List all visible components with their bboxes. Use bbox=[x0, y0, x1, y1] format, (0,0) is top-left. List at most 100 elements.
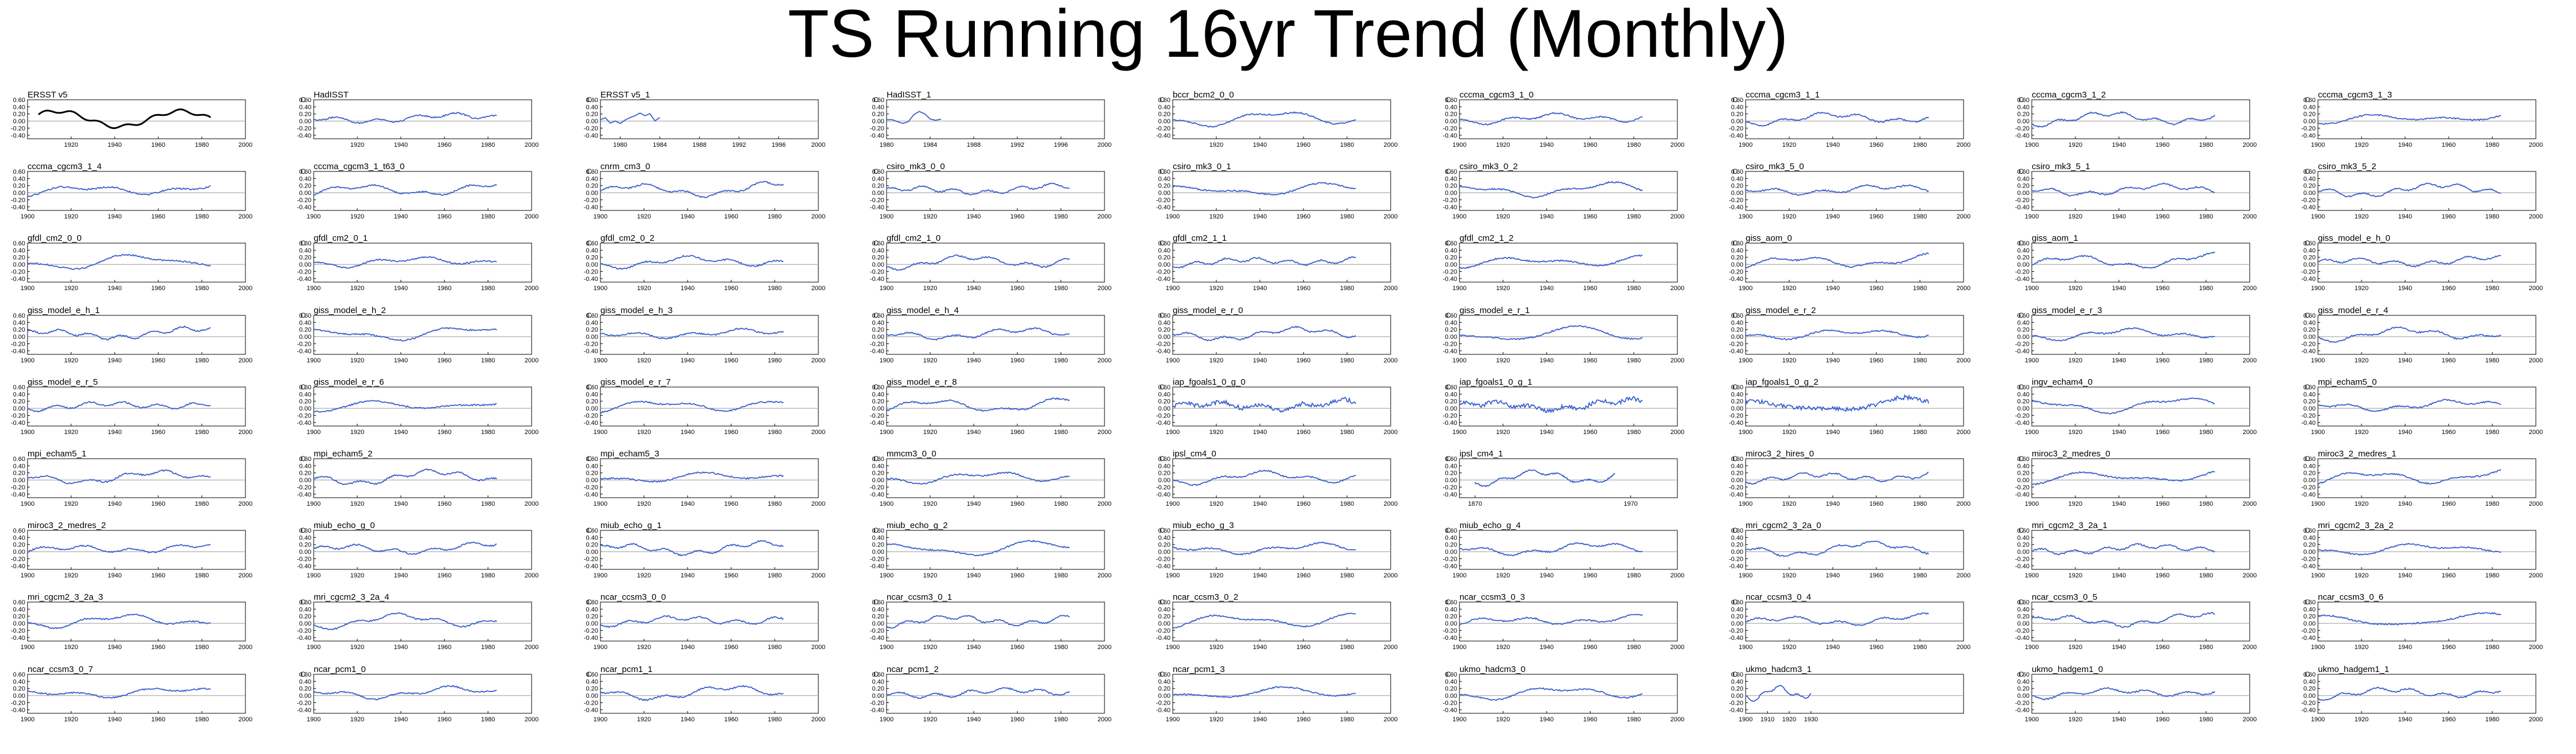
y-tick-label: 0.20 bbox=[299, 183, 311, 190]
x-tick-label: 2000 bbox=[1098, 644, 1111, 651]
x-tick-label: 1960 bbox=[2156, 429, 2169, 436]
x-tick-label: 1960 bbox=[1869, 285, 1883, 292]
x-tick-label: 1960 bbox=[1869, 357, 1883, 364]
y-tick-label: -0.40 bbox=[2015, 491, 2029, 498]
y-tick-label: 0.40 bbox=[2304, 175, 2316, 182]
x-tick-label: 2000 bbox=[525, 644, 538, 651]
y-tick-label: -0.20 bbox=[2015, 341, 2029, 347]
panel-svg: ncar_ccsm3_0_5 C0.600.400.200.00-0.20-0.4… bbox=[2015, 592, 2310, 651]
chart-panel: mmcm3_0_0 C 0.60 0.40 0.20 0.00 -0.20 -0.40 1900… bbox=[870, 446, 1173, 517]
y-tick-label: 0.60 bbox=[1158, 384, 1170, 391]
x-tick-label: 1940 bbox=[681, 644, 694, 651]
chart-panel: ncar_ccsm3_0_0 C 0.60 0.40 0.20 0.00 -0.20 -0.4… bbox=[584, 589, 887, 661]
x-tick-label: 1940 bbox=[394, 501, 408, 507]
panel-svg: cccma_cgcm3_1_1 C0.600.400.200.00-0.20-0.… bbox=[1729, 90, 2024, 149]
panel-svg: HadISST_1 C0.600.400.200.00-0.20-0.401980… bbox=[870, 90, 1165, 149]
x-tick-label: 1920 bbox=[2068, 213, 2082, 220]
x-tick-label: 2000 bbox=[1957, 285, 1970, 292]
x-tick-label: 1920 bbox=[64, 716, 78, 723]
series-line bbox=[313, 183, 497, 196]
unit-label: C bbox=[1732, 167, 1738, 175]
plot-frame bbox=[600, 674, 819, 714]
y-tick-label: -0.20 bbox=[584, 627, 598, 634]
y-tick-label: -0.40 bbox=[297, 204, 311, 211]
y-tick-label: 0.40 bbox=[2017, 391, 2029, 398]
x-tick-label: 2000 bbox=[1957, 644, 1970, 651]
x-tick-label: 1920 bbox=[1496, 572, 1510, 579]
panel-svg: ingv_echam4_0 C0.600.400.200.00-0.20-0.40… bbox=[2015, 377, 2310, 436]
x-tick-label: 1940 bbox=[1253, 716, 1267, 723]
y-tick-label: 0.20 bbox=[872, 686, 884, 693]
y-tick-label: 0.40 bbox=[1445, 319, 1457, 326]
x-tick-label: 1920 bbox=[1782, 213, 1796, 220]
x-tick-label: 1960 bbox=[1583, 572, 1597, 579]
unit-label: C bbox=[1732, 598, 1738, 606]
x-tick-label: 1920 bbox=[2355, 142, 2368, 149]
y-tick-label: 0.20 bbox=[872, 111, 884, 118]
x-tick-label: 2000 bbox=[811, 501, 825, 507]
y-tick-label: 0.00 bbox=[2017, 118, 2029, 125]
y-tick-label: 0.00 bbox=[299, 549, 311, 556]
x-tick-label: 1920 bbox=[637, 716, 651, 723]
y-tick-label: 0.60 bbox=[2017, 599, 2029, 606]
y-tick-label: 0.40 bbox=[13, 319, 25, 326]
y-tick-label: 0.20 bbox=[872, 399, 884, 405]
x-tick-label: 1900 bbox=[1453, 285, 1466, 292]
y-tick-label: -0.40 bbox=[2301, 707, 2316, 714]
plot-frame bbox=[2031, 243, 2250, 283]
x-tick-label: 2000 bbox=[1957, 142, 1970, 149]
x-tick-label: 1960 bbox=[438, 572, 451, 579]
y-tick-label: 0.00 bbox=[586, 405, 598, 412]
y-tick-label: 0.60 bbox=[2017, 528, 2029, 534]
series-line bbox=[600, 400, 784, 414]
y-tick-label: -0.40 bbox=[1729, 491, 1743, 498]
y-tick-label: -0.40 bbox=[1443, 635, 1457, 642]
x-tick-label: 1980 bbox=[1054, 501, 1068, 507]
x-tick-label: 1980 bbox=[2485, 357, 2499, 364]
x-tick-label: 1940 bbox=[681, 357, 694, 364]
y-tick-label: 0.40 bbox=[2017, 606, 2029, 613]
panel-svg: gfdl_cm2_0_1 C0.600.400.200.00-0.20-0.401… bbox=[297, 233, 592, 292]
y-tick-label: 0.60 bbox=[872, 384, 884, 391]
chart-panel: gfdl_cm2_0_1 C 0.60 0.40 0.20 0.00 -0.20 -0.40 1… bbox=[297, 231, 600, 302]
y-tick-label: -0.20 bbox=[11, 125, 25, 132]
x-tick-label: 2000 bbox=[2243, 213, 2257, 220]
chart-panel: mri_cgcm2_3_2a_1 C 0.60 0.40 0.20 0.00 -0.20 -0… bbox=[2015, 518, 2319, 589]
x-tick-label: 1900 bbox=[1166, 357, 1180, 364]
x-tick-label: 2000 bbox=[2243, 572, 2257, 579]
y-tick-label: 0.60 bbox=[13, 528, 25, 534]
x-tick-label: 1980 bbox=[2485, 644, 2499, 651]
plot-frame bbox=[1745, 171, 1964, 211]
chart-panel: ncar_ccsm3_0_5 C 0.60 0.40 0.20 0.00 -0.20 -0.4… bbox=[2015, 589, 2319, 661]
plot-frame bbox=[1172, 171, 1391, 211]
unit-label: C bbox=[1160, 167, 1165, 175]
x-tick-label: 1980 bbox=[1913, 572, 1927, 579]
x-tick-label: 1960 bbox=[438, 285, 451, 292]
y-tick-label: -0.40 bbox=[2015, 420, 2029, 427]
y-tick-label: -0.20 bbox=[2301, 412, 2316, 419]
chart-panel: giss_model_e_h_0 C0.600.400.200.00-0.20-0… bbox=[2301, 231, 2576, 302]
x-tick-label: 1940 bbox=[1253, 644, 1267, 651]
plot-frame bbox=[2031, 171, 2250, 211]
y-tick-label: -0.40 bbox=[584, 132, 598, 139]
y-tick-label: 0.40 bbox=[2304, 534, 2316, 541]
x-tick-label: 2000 bbox=[1384, 716, 1398, 723]
chart-panel: cccma_cgcm3_1_2 C 0.60 0.40 0.20 0.00 -0.20 -0.… bbox=[2015, 87, 2319, 158]
x-tick-label: 1920 bbox=[64, 644, 78, 651]
y-tick-label: -0.20 bbox=[297, 556, 311, 562]
y-tick-label: -0.40 bbox=[11, 348, 25, 355]
y-tick-label: -0.40 bbox=[1156, 707, 1170, 714]
y-tick-label: 0.00 bbox=[13, 190, 25, 197]
x-tick-label: 1920 bbox=[350, 716, 364, 723]
unit-label: C bbox=[2019, 311, 2024, 319]
plot-frame bbox=[27, 530, 246, 570]
y-tick-label: 0.60 bbox=[299, 528, 311, 534]
x-tick-label: 1920 bbox=[1209, 142, 1223, 149]
y-tick-label: 0.40 bbox=[872, 606, 884, 613]
x-tick-label: 1900 bbox=[1453, 644, 1466, 651]
series-line bbox=[1172, 686, 1356, 698]
y-tick-label: 0.60 bbox=[2304, 312, 2316, 319]
x-tick-label: 1980 bbox=[1627, 572, 1641, 579]
y-tick-label: 0.40 bbox=[2304, 606, 2316, 613]
x-tick-label: 1940 bbox=[108, 644, 122, 651]
